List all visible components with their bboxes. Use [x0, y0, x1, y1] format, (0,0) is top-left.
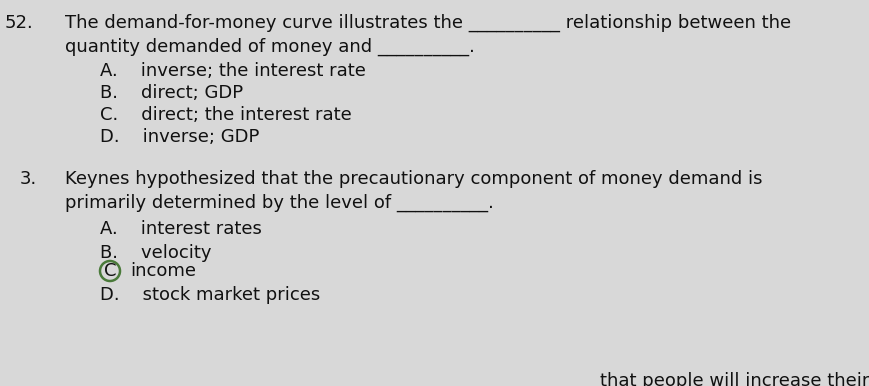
Text: The demand-for-money curve illustrates the __________ relationship between the: The demand-for-money curve illustrates t…: [65, 14, 791, 32]
Text: D.    stock market prices: D. stock market prices: [100, 286, 321, 304]
Text: A.    interest rates: A. interest rates: [100, 220, 262, 238]
Text: D.    inverse; GDP: D. inverse; GDP: [100, 128, 259, 146]
Text: C.    direct; the interest rate: C. direct; the interest rate: [100, 106, 352, 124]
Text: C: C: [103, 262, 116, 280]
Text: quantity demanded of money and __________.: quantity demanded of money and _________…: [65, 38, 474, 56]
Text: 3.: 3.: [20, 170, 37, 188]
Text: B.    velocity: B. velocity: [100, 244, 211, 262]
Text: income: income: [130, 262, 196, 280]
Text: that people will increase their: that people will increase their: [600, 372, 869, 386]
Text: Keynes hypothesized that the precautionary component of money demand is: Keynes hypothesized that the precautiona…: [65, 170, 762, 188]
Text: 52.: 52.: [5, 14, 34, 32]
Text: B.    direct; GDP: B. direct; GDP: [100, 84, 243, 102]
Text: primarily determined by the level of __________.: primarily determined by the level of ___…: [65, 194, 494, 212]
Text: A.    inverse; the interest rate: A. inverse; the interest rate: [100, 62, 366, 80]
